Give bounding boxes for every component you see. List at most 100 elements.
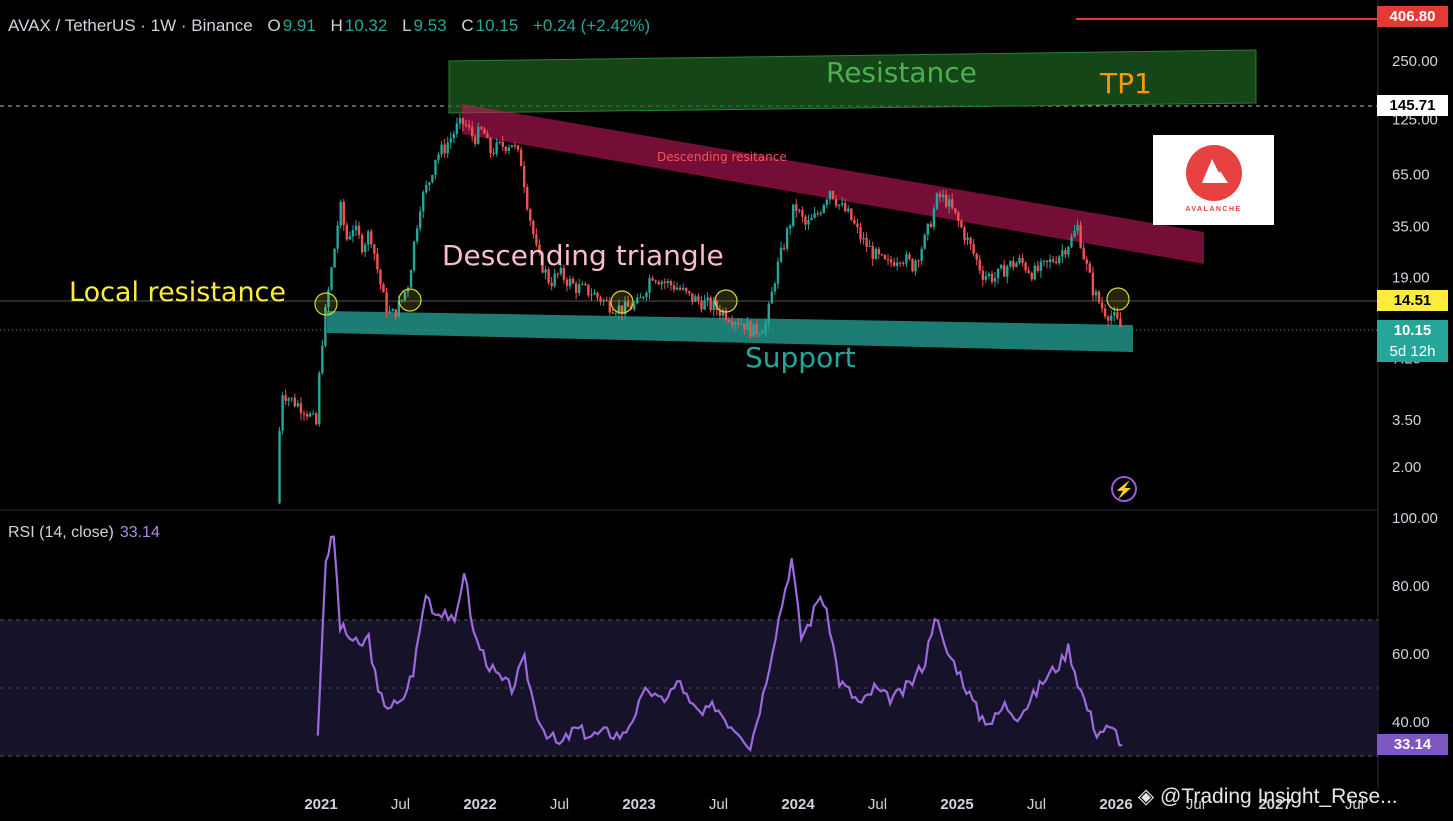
resistance-zone bbox=[448, 49, 1257, 114]
candle-body bbox=[1067, 246, 1070, 255]
candle-body bbox=[954, 208, 957, 213]
lightning-icon[interactable]: ⚡ bbox=[1111, 476, 1137, 502]
candle-body bbox=[354, 225, 358, 231]
candle-body bbox=[779, 247, 783, 262]
candle-body bbox=[639, 297, 642, 299]
candle-body bbox=[935, 193, 939, 209]
candle-body bbox=[311, 413, 315, 415]
candle-body bbox=[529, 209, 532, 221]
descending-resistance-label: Descending resitance bbox=[657, 150, 787, 164]
price-tag-local: 14.51 bbox=[1377, 290, 1448, 311]
candle-body bbox=[856, 223, 859, 228]
candle-body bbox=[388, 311, 391, 313]
candle-body bbox=[608, 300, 611, 313]
candle-body bbox=[819, 212, 822, 215]
candle-body bbox=[449, 138, 452, 143]
candle-body bbox=[993, 278, 997, 282]
candle-body bbox=[1018, 258, 1021, 264]
candle-body bbox=[972, 244, 975, 254]
close-label: C bbox=[461, 16, 474, 35]
candle-body bbox=[1103, 308, 1107, 317]
candle-body bbox=[709, 297, 712, 311]
candle-body bbox=[816, 213, 819, 215]
watermark-text: @Trading Insight_Rese... bbox=[1159, 785, 1398, 808]
watermark: ◈ @Trading Insight_Rese... bbox=[1138, 784, 1398, 809]
price-tag-top: 406.80 bbox=[1377, 6, 1448, 27]
candle-body bbox=[733, 322, 737, 325]
descending-resistance-zone bbox=[462, 104, 1204, 264]
candle-body bbox=[617, 305, 621, 314]
candle-body bbox=[443, 144, 446, 154]
candle-body bbox=[400, 299, 404, 301]
candle-body bbox=[376, 253, 379, 270]
candle-body bbox=[541, 252, 544, 273]
price-tag-countdown: 5d 12h bbox=[1377, 341, 1448, 362]
candle-body bbox=[825, 199, 829, 205]
time-axis-tick: Jul bbox=[868, 796, 887, 813]
candle-body bbox=[688, 291, 691, 294]
candle-body bbox=[831, 191, 835, 200]
candle-body bbox=[1030, 272, 1033, 280]
candle-body bbox=[914, 260, 917, 272]
candle-body bbox=[403, 291, 407, 300]
candle-body bbox=[522, 166, 526, 188]
candle-body bbox=[440, 144, 443, 155]
avalanche-logo: AVALANCHE bbox=[1153, 135, 1274, 225]
candle-body bbox=[923, 234, 926, 249]
time-axis-tick: 2022 bbox=[463, 796, 496, 813]
candle-body bbox=[776, 261, 780, 284]
candle-body bbox=[892, 262, 896, 266]
candle-body bbox=[1079, 224, 1082, 248]
watermark-icon: ◈ bbox=[1138, 785, 1160, 808]
candle-body bbox=[559, 267, 563, 274]
symbol-pair[interactable]: AVAX / TetherUS · 1W · Binance bbox=[8, 16, 253, 35]
candle-body bbox=[801, 209, 804, 217]
price-axis-tick: 3.50 bbox=[1392, 412, 1421, 429]
candle-body bbox=[599, 297, 602, 302]
candle-body bbox=[477, 127, 480, 144]
candle-body bbox=[642, 296, 645, 298]
candle-body bbox=[409, 270, 413, 288]
candle-body bbox=[547, 269, 550, 283]
candle-body bbox=[1054, 261, 1058, 264]
candle-body bbox=[660, 281, 663, 285]
price-axis-tick: 35.00 bbox=[1392, 218, 1430, 235]
candle-body bbox=[345, 224, 349, 240]
candle-body bbox=[730, 321, 734, 325]
candle-body bbox=[452, 133, 456, 139]
candle-body bbox=[590, 294, 593, 296]
candle-body bbox=[1113, 312, 1116, 316]
candle-body bbox=[535, 234, 538, 245]
rsi-header[interactable]: RSI (14, close) 33.14 bbox=[8, 524, 160, 542]
candle-body bbox=[837, 204, 841, 206]
candle-body bbox=[996, 268, 1000, 279]
candle-body bbox=[412, 241, 416, 271]
candle-body bbox=[663, 281, 667, 284]
candle-body bbox=[685, 287, 688, 292]
candle-body bbox=[966, 237, 969, 241]
candle-body bbox=[847, 208, 850, 212]
candle-body bbox=[727, 320, 731, 322]
open-label: O bbox=[267, 16, 281, 35]
candle-body bbox=[562, 267, 566, 280]
rsi-axis-tick: 60.00 bbox=[1392, 646, 1430, 663]
resistance-label: Resistance bbox=[826, 56, 977, 89]
candle-body bbox=[987, 273, 991, 277]
price-axis-tick: 19.00 bbox=[1392, 270, 1430, 287]
candle-body bbox=[336, 225, 339, 249]
candle-body bbox=[963, 227, 966, 241]
candle-body bbox=[614, 313, 618, 315]
candle-body bbox=[1061, 250, 1064, 257]
candle-body bbox=[373, 244, 376, 254]
candle-body bbox=[822, 204, 826, 213]
candle-body bbox=[584, 283, 587, 285]
candle-body bbox=[669, 281, 673, 286]
candle-body bbox=[1058, 256, 1061, 264]
candle-body bbox=[911, 258, 914, 272]
candle-body bbox=[721, 310, 725, 316]
time-axis-tick: Jul bbox=[709, 796, 728, 813]
candle-body bbox=[1088, 263, 1092, 273]
candle-body bbox=[574, 283, 578, 293]
candle-body bbox=[990, 273, 994, 282]
